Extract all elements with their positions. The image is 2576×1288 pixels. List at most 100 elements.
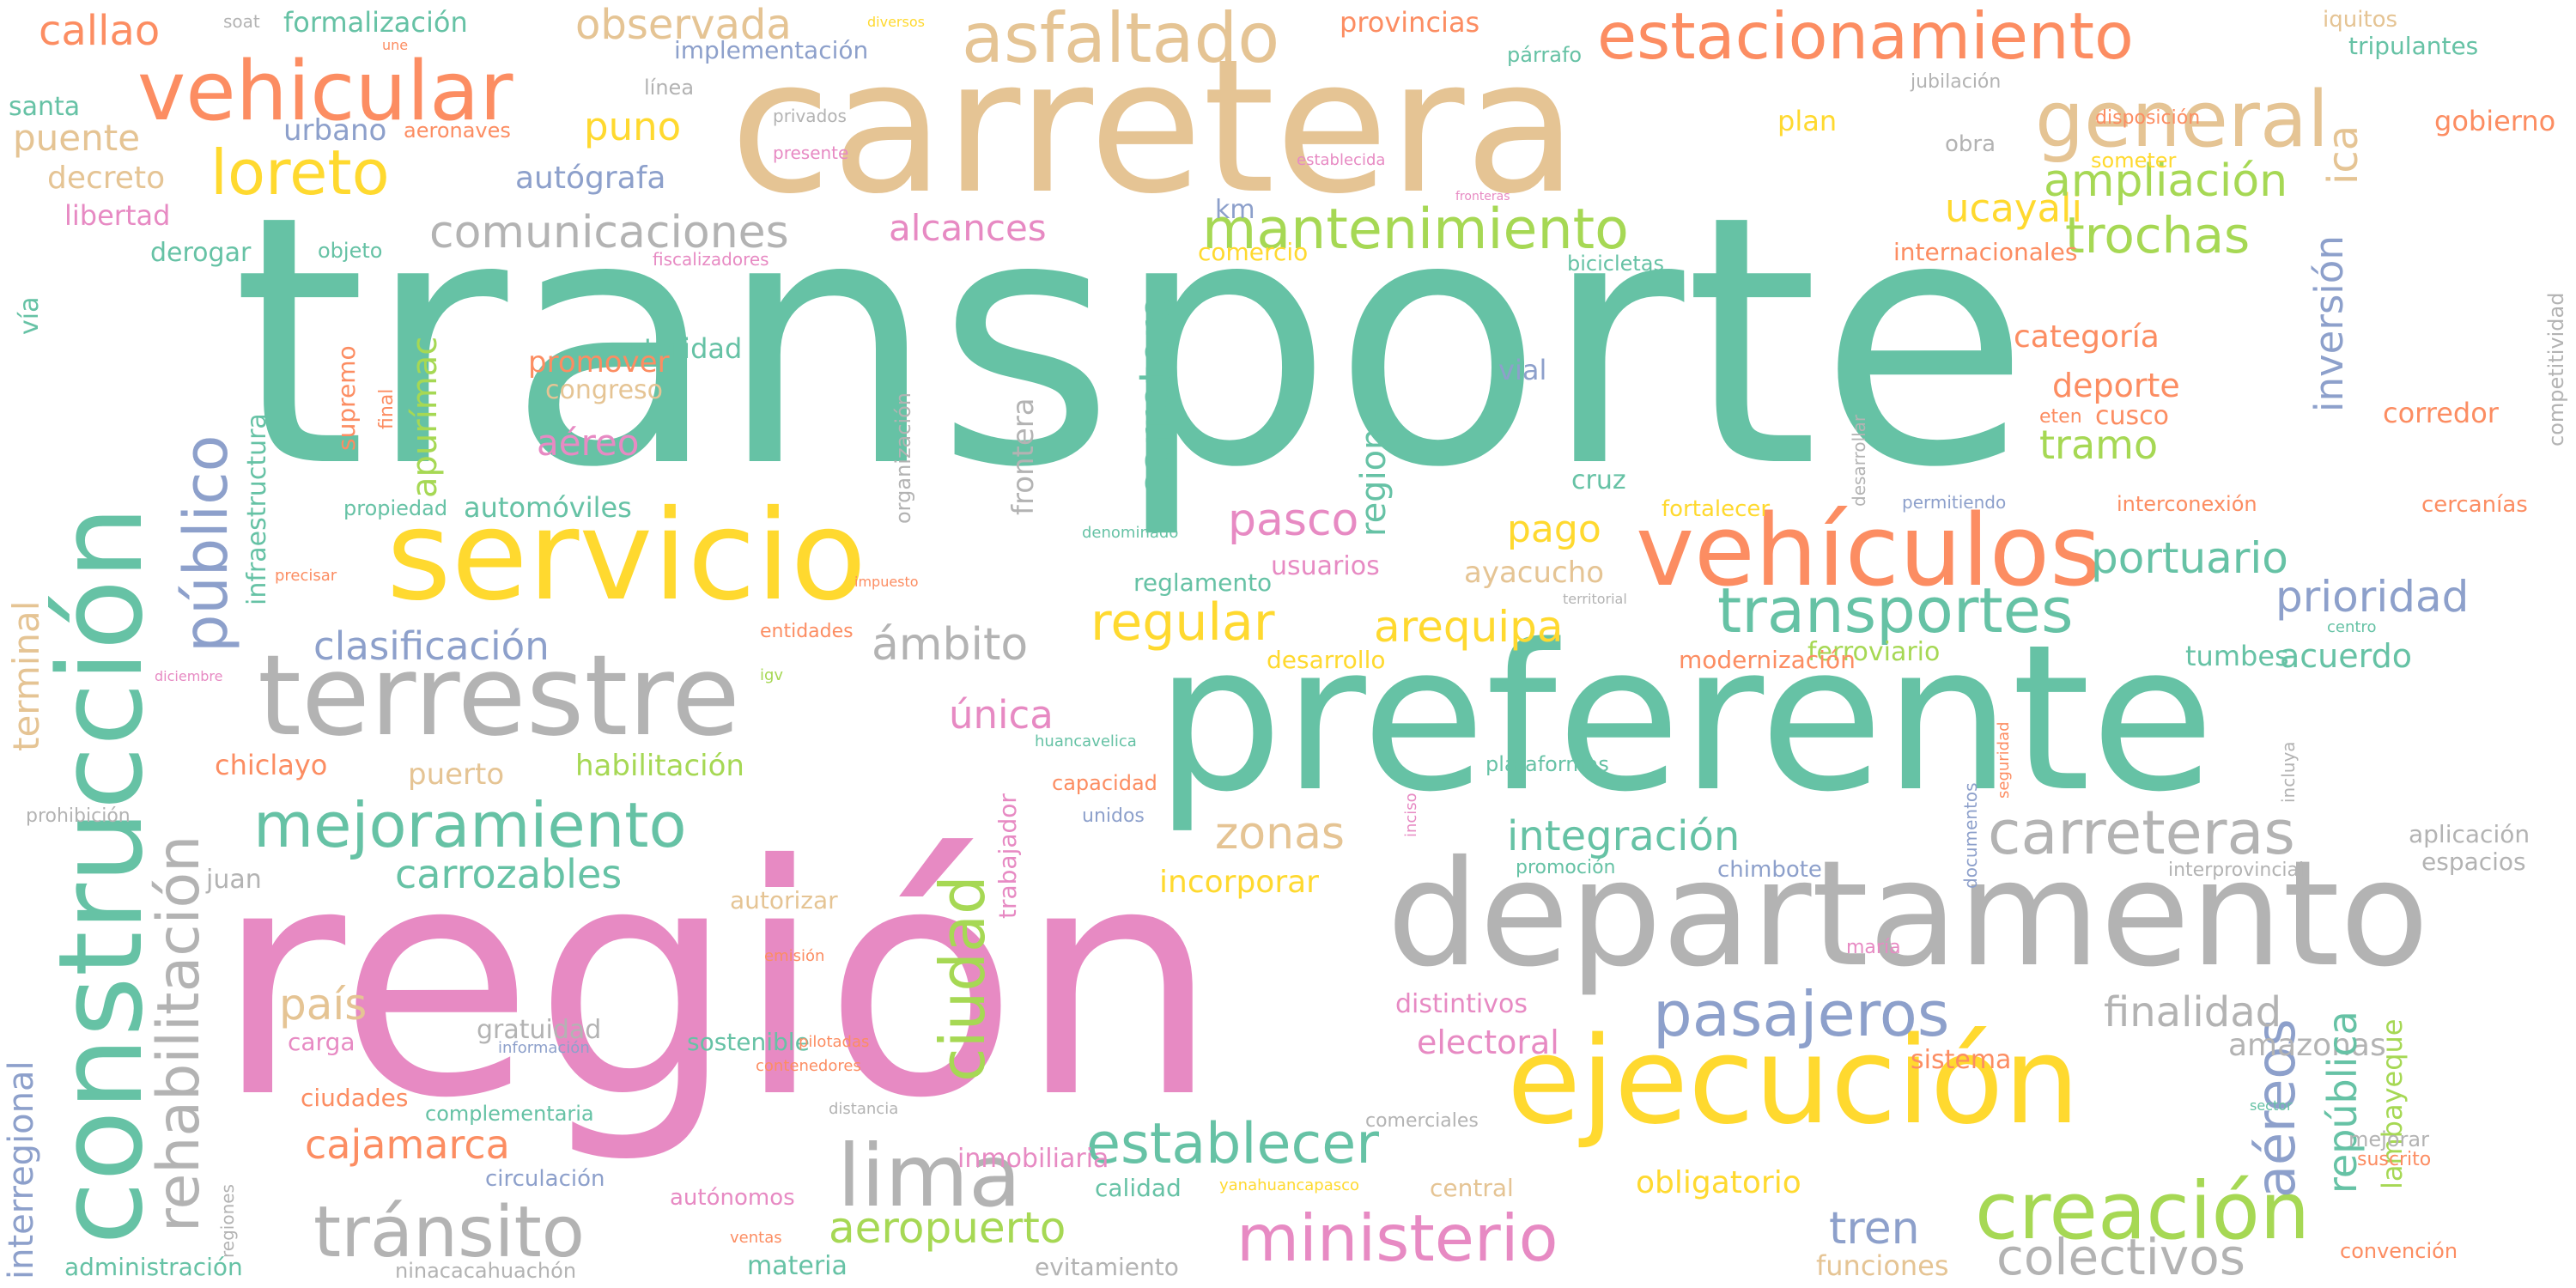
word-vehiculos: vehículos [1636, 494, 2101, 609]
word-promover: promover [528, 345, 670, 380]
word-construccion: construcción [33, 506, 168, 1245]
word-caretero: carretero [1130, 294, 1182, 498]
word-interregional: interregional [2, 1060, 41, 1279]
word-publico: público [171, 434, 241, 653]
word-propiedad: propiedad [343, 496, 448, 520]
word-puno: puno [584, 104, 682, 149]
word-regiones: regiones [217, 1184, 238, 1258]
word-chimbote: chimbote [1717, 857, 1822, 883]
word-aeronaves: aeronaves [404, 118, 511, 143]
word-autoridad: autoridad [610, 332, 743, 365]
word-ciudad: ciudad [927, 875, 999, 1082]
word-sostenible: sostenible [687, 1028, 810, 1056]
word-establecer: establecer [1086, 1112, 1379, 1176]
word-vial: vial [1498, 354, 1547, 386]
word-rehabilitacion: rehabilitación [145, 835, 213, 1232]
word-someter: someter [2091, 149, 2177, 173]
word-portuario: portuario [2091, 533, 2288, 583]
word-automoviles: automóviles [464, 491, 632, 524]
word-calidad: calidad [1095, 1174, 1182, 1202]
word-obra: obra [1945, 131, 1996, 157]
word-organizacion: organización [891, 392, 915, 524]
word-suscrito: suscrito [2357, 1149, 2432, 1170]
word-carrozables: carrozables [395, 851, 623, 897]
word-impuesto: impuesto [854, 574, 919, 590]
word-fiscalizadores: fiscalizadores [653, 249, 769, 270]
word-trabajador: trabajador [993, 793, 1022, 919]
word-finalidad: finalidad [2104, 988, 2282, 1036]
word-informacion: información [498, 1039, 590, 1057]
word-urbano: urbano [283, 113, 387, 148]
word-loreto: loreto [210, 137, 390, 209]
word-seguridad: seguridad [1995, 721, 2013, 799]
word-inciso: inciso [1402, 793, 1420, 837]
word-servicio: servicio [386, 483, 867, 629]
word-une: une [382, 37, 409, 53]
word-desarrollo: desarrollo [1267, 646, 1386, 674]
word-observada: observada [575, 1, 792, 49]
word-ambito: ámbito [872, 619, 1029, 671]
word-pais: país [279, 980, 368, 1030]
word-modernizacion: modernización [1679, 646, 1856, 674]
word-transito: tránsito [313, 1192, 585, 1273]
word-transporte: transporte [232, 143, 2031, 543]
word-lima: lima [837, 1126, 1022, 1226]
word-cajamarca: cajamarca [305, 1121, 510, 1168]
word-carga: carga [288, 1028, 355, 1056]
word-final: final [376, 388, 398, 429]
word-desarrollar: desarrollar [1849, 414, 1869, 507]
word-unica: única [949, 692, 1054, 738]
word-tren: tren [1829, 1203, 1920, 1255]
word-carretera: carretera [730, 19, 1578, 234]
word-contenedores: contenedores [756, 1057, 861, 1075]
word-prohibicion: prohibición [26, 805, 131, 827]
word-precisar: precisar [275, 567, 337, 585]
word-ferroviario: ferroviario [1807, 637, 1941, 667]
word-ministerio: ministerio [1236, 1200, 1558, 1276]
word-complementaria: complementaria [425, 1102, 594, 1126]
word-gobierno: gobierno [2434, 105, 2556, 137]
word-mejoramiento: mejoramiento [253, 789, 687, 861]
word-vehicular: vehicular [137, 45, 513, 139]
word-incluya: incluya [2278, 741, 2299, 803]
word-aplicacion: aplicación [2409, 820, 2530, 848]
word-sistema: sistema [1911, 1045, 2012, 1075]
word-km: km [1215, 195, 1255, 225]
word-transportes: transportes [1717, 574, 2074, 647]
word-callao: callao [39, 7, 161, 55]
word-general: general [2035, 75, 2330, 165]
word-autorizar: autorizar [730, 886, 838, 914]
word-libertad: libertad [64, 199, 171, 232]
word-evitamiento: evitamiento [1035, 1253, 1179, 1281]
word-cercanias: cercanías [2421, 492, 2528, 518]
word-corredor: corredor [2383, 397, 2499, 429]
word-habilitacion: habilitación [575, 749, 744, 783]
word-departamento: departamento [1387, 829, 2429, 999]
word-capacidad: capacidad [1052, 771, 1157, 795]
word-bicicletas: bicicletas [1567, 252, 1665, 276]
word-juan: juan [206, 865, 262, 895]
word-pilotadas: pilotadas [799, 1033, 870, 1051]
word-funciones: funciones [1816, 1249, 1949, 1282]
word-clasificacion: clasificación [313, 623, 550, 669]
word-disposicion: disposición [2095, 107, 2201, 129]
word-prioridad: prioridad [2275, 572, 2470, 622]
word-iquitos: iquitos [2323, 7, 2398, 33]
word-deporte: deporte [2052, 367, 2180, 404]
word-circulacion: circulación [485, 1166, 605, 1192]
word-puerto: puerto [408, 757, 505, 792]
word-creacion: creación [1975, 1165, 2311, 1257]
word-tramo: tramo [2039, 422, 2159, 468]
word-materia: materia [747, 1251, 848, 1281]
word-zonas: zonas [1215, 808, 1346, 860]
word-huancavelica: huancavelica [1035, 732, 1137, 750]
word-categoria: categoría [2014, 319, 2160, 355]
word-emision: emisión [764, 947, 825, 965]
word-comercio: comercio [1198, 238, 1309, 266]
word-cruz: cruz [1571, 465, 1626, 495]
word-via: vía [15, 296, 45, 335]
word-ayacucho: ayacucho [1464, 556, 1605, 590]
word-carreteras: carreteras [1988, 798, 2295, 868]
word-asfaltado: asfaltado [962, 0, 1280, 78]
